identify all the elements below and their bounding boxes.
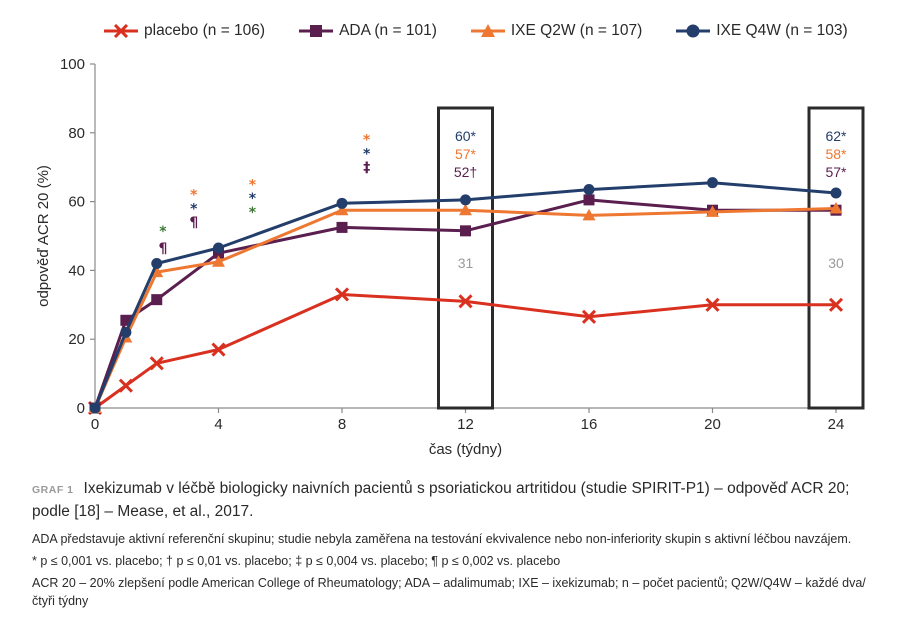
box-placebo-value-label: 31 <box>458 255 474 271</box>
y-tick-label: 20 <box>68 331 85 348</box>
significance-mark: ¶ <box>189 215 198 231</box>
data-point-square <box>583 194 595 206</box>
legend-marker-ixe-q4w-icon <box>676 24 711 38</box>
x-marker-stroke <box>458 294 473 309</box>
data-point-circle <box>336 197 348 209</box>
highlight-box-week-24 <box>807 106 865 410</box>
figure-caption: GRAF 1 Ixekizumab v léčbě biologicky naiv… <box>32 478 877 610</box>
legend-marker-placebo-icon <box>104 24 138 38</box>
y-axis-label: odpověď ACR 20 (%) <box>35 165 52 307</box>
data-point-circle <box>89 402 101 414</box>
data-point-circle <box>213 242 224 254</box>
data-point-x <box>705 297 720 312</box>
x-marker-stroke <box>211 342 226 357</box>
data-point-x <box>149 356 164 371</box>
data-point-x <box>581 309 597 324</box>
caption-figure-number: GRAF 1 <box>32 484 74 496</box>
data-point-square <box>151 294 163 306</box>
legend-marker-ixe-q2w-icon <box>470 24 505 37</box>
legend-item-placebo: placebo (n = 106) <box>104 22 265 40</box>
data-point-triangle <box>459 203 472 216</box>
box-value-label: 57* <box>825 164 847 180</box>
series-line-x <box>94 293 836 410</box>
data-point-circle <box>151 258 163 270</box>
box-value-label: 60* <box>455 128 477 144</box>
box-value-label: 52† <box>454 164 477 180</box>
data-point-triangle <box>335 203 349 216</box>
y-tick-label: 0 <box>77 400 85 417</box>
significance-mark: * <box>363 146 371 162</box>
data-point-x <box>118 378 133 393</box>
significance-mark: * <box>249 191 257 207</box>
legend-label-ixe-q4w: IXE Q4W (n = 103) <box>716 22 848 39</box>
legend-label-ada: ADA (n = 101) <box>339 22 437 39</box>
significance-mark: * <box>249 205 257 221</box>
legend-item-ada: ADA (n = 101) <box>299 22 437 40</box>
data-point-x <box>334 287 350 302</box>
data-point-square <box>460 225 471 237</box>
data-point-triangle <box>829 201 843 214</box>
highlight-box-week-12 <box>437 106 494 410</box>
box-value-label: 57* <box>455 146 477 162</box>
x-marker-stroke <box>705 297 720 312</box>
data-point-square <box>120 314 132 326</box>
significance-mark: * <box>363 133 371 149</box>
caption-title: Ixekizumab v léčbě biologicky naivních p… <box>32 480 850 520</box>
x-marker-stroke <box>828 297 844 312</box>
data-point-triangle <box>212 255 225 267</box>
significance-mark: ¶ <box>158 241 167 257</box>
y-tick-label: 80 <box>68 125 85 142</box>
x-marker-stroke <box>149 356 164 371</box>
x-tick-label: 12 <box>457 416 474 433</box>
data-point-x <box>458 294 473 309</box>
series-line-triangle <box>93 207 837 409</box>
data-point-x <box>211 342 226 357</box>
y-tick-label: 100 <box>60 56 85 73</box>
x-tick-label: 20 <box>704 416 721 433</box>
x-marker-stroke <box>118 378 133 393</box>
y-tick-label: 60 <box>68 194 85 211</box>
caption-note-ada: ADA představuje aktivní referenční skupi… <box>32 532 852 546</box>
x-tick-label: 24 <box>828 416 845 433</box>
series-line-circle <box>93 181 837 409</box>
acr20-line-chart: 0 20 40 60 80 100 0 4 8 12 16 20 24 čas (týdny) odpově… <box>35 56 865 458</box>
legend-label-placebo: placebo (n = 106) <box>144 22 266 39</box>
significance-mark: * <box>249 177 257 193</box>
x-axis-label: čas (týdny) <box>429 441 502 458</box>
legend-marker-ada-icon <box>299 25 334 37</box>
significance-mark: * <box>159 224 167 240</box>
data-point-triangle <box>706 205 719 217</box>
x-tick-label: 4 <box>214 416 222 433</box>
data-point-circle <box>583 184 595 196</box>
box-placebo-value-label: 30 <box>828 255 844 271</box>
box-value-label: 58* <box>825 146 847 162</box>
data-point-circle <box>830 187 842 199</box>
legend-item-ixe-q4w: IXE Q4W (n = 103) <box>676 22 848 40</box>
caption-title-block: GRAF 1 Ixekizumab v léčbě biologicky naiv… <box>32 478 877 522</box>
data-point-triangle <box>582 208 596 221</box>
box-value-label: 62* <box>825 128 847 144</box>
caption-abbreviations: ACR 20 – 20% zlepšení podle American Col… <box>32 576 866 608</box>
x-tick-label: 0 <box>91 416 99 433</box>
x-tick-label: 16 <box>581 416 598 433</box>
legend-item-ixe-q2w: IXE Q2W (n = 107) <box>470 22 643 40</box>
x-tick-label: 8 <box>338 416 346 433</box>
chart-legend: placebo (n = 106) ADA (n = 101) IXE Q2W … <box>104 20 882 42</box>
y-tick-label: 40 <box>68 262 85 279</box>
significance-mark: * <box>190 201 198 217</box>
data-point-circle <box>120 326 132 338</box>
data-point-x <box>828 297 844 312</box>
x-marker-stroke <box>334 287 350 302</box>
data-point-circle <box>460 194 471 206</box>
x-marker-stroke <box>581 309 597 324</box>
significance-mark: * <box>190 188 198 204</box>
data-point-square <box>336 221 348 233</box>
legend-label-ixe-q2w: IXE Q2W (n = 107) <box>510 22 643 39</box>
significance-mark: ‡ <box>363 160 370 176</box>
caption-significance-key: * p ≤ 0,001 vs. placebo; † p ≤ 0,01 vs. … <box>32 554 561 568</box>
data-point-circle <box>707 177 718 189</box>
